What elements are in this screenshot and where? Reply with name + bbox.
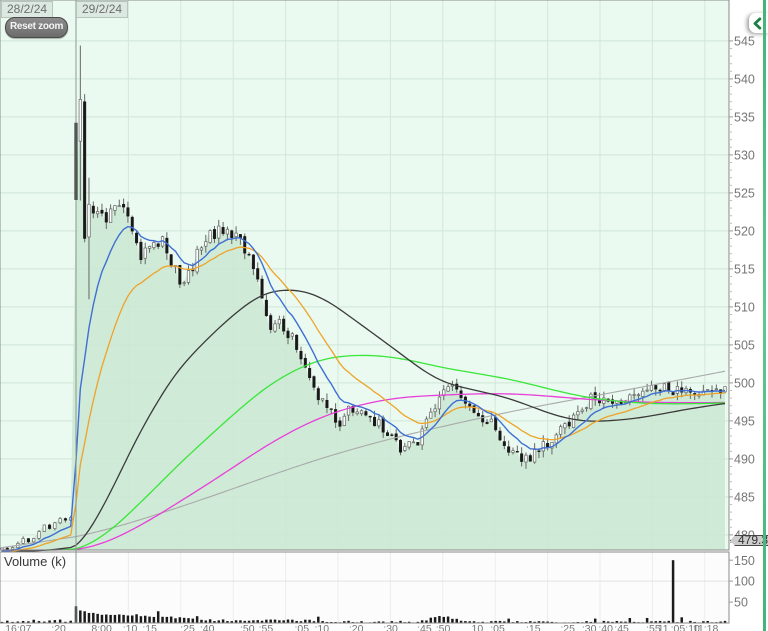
svg-text:485: 485 bbox=[734, 491, 755, 505]
svg-text:535: 535 bbox=[734, 111, 755, 125]
svg-text:540: 540 bbox=[734, 73, 755, 87]
svg-text:510: 510 bbox=[734, 301, 755, 315]
svg-text:100: 100 bbox=[734, 575, 755, 589]
svg-text:520: 520 bbox=[734, 225, 755, 239]
svg-text:490: 490 bbox=[734, 453, 755, 467]
svg-text:525: 525 bbox=[734, 187, 755, 201]
svg-text:505: 505 bbox=[734, 339, 755, 353]
svg-text:495: 495 bbox=[734, 415, 755, 429]
svg-text:500: 500 bbox=[734, 377, 755, 391]
svg-text:150: 150 bbox=[734, 554, 755, 568]
svg-text:515: 515 bbox=[734, 263, 755, 277]
svg-text:530: 530 bbox=[734, 149, 755, 163]
svg-text:545: 545 bbox=[734, 35, 755, 49]
svg-text:50: 50 bbox=[734, 596, 748, 610]
